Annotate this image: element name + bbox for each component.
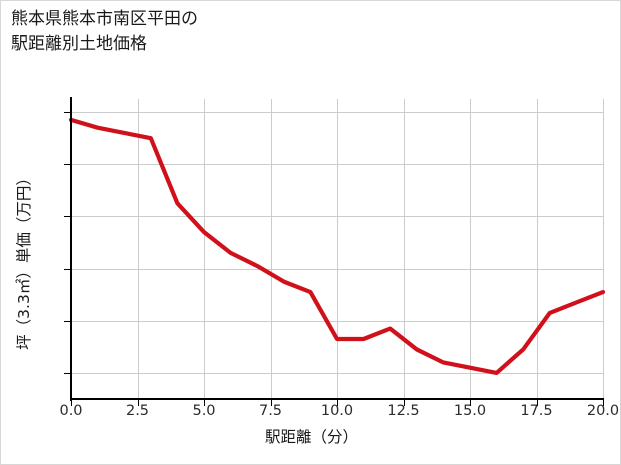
y-tick-mark [64, 216, 70, 218]
x-tick-label: 7.5 [258, 403, 283, 419]
gridline-vertical [337, 99, 338, 399]
x-tick-mark [71, 400, 72, 406]
y-tick-mark [64, 372, 70, 374]
x-tick-mark [603, 400, 604, 406]
x-tick-mark [470, 400, 471, 406]
x-tick-mark [536, 400, 538, 406]
x-tick-mark [137, 400, 139, 406]
plot-area [68, 99, 606, 399]
gridline-vertical [603, 99, 604, 399]
x-tick-label: 12.5 [387, 403, 420, 419]
x-axis-label: 駅距離（分） [264, 428, 358, 446]
x-tick-label: 10.0 [320, 403, 354, 419]
y-tick-mark [64, 268, 70, 270]
x-tick-label: 20.0 [586, 403, 620, 419]
gridline-vertical [137, 99, 139, 399]
y-tick-mark [64, 320, 70, 322]
gridline-vertical [403, 99, 405, 399]
gridline-vertical [536, 99, 538, 399]
chart-title: 熊本県熊本市南区平田の 駅距離別土地価格 [11, 9, 198, 54]
x-tick-mark [403, 400, 405, 406]
x-tick-mark [204, 400, 205, 406]
x-tick-label: 15.0 [453, 403, 487, 419]
y-tick-mark [64, 112, 70, 114]
x-tick-label: 0.0 [59, 403, 83, 419]
x-tick-mark [270, 400, 272, 406]
gridline-vertical [270, 99, 272, 399]
y-tick-mark [64, 164, 70, 166]
x-tick-label: 2.5 [125, 403, 150, 419]
x-tick-mark [337, 400, 338, 406]
gridline-vertical [204, 99, 205, 399]
x-tick-label: 17.5 [520, 403, 553, 419]
x-axis-spine [70, 398, 604, 400]
x-tick-label: 5.0 [192, 403, 216, 419]
y-axis-spine [70, 97, 72, 401]
line-series-svg [68, 117, 606, 376]
y-axis-label: 坪（3.3㎡）単価（万円） [15, 170, 33, 350]
gridline-vertical [470, 99, 471, 399]
price-line [68, 117, 606, 376]
